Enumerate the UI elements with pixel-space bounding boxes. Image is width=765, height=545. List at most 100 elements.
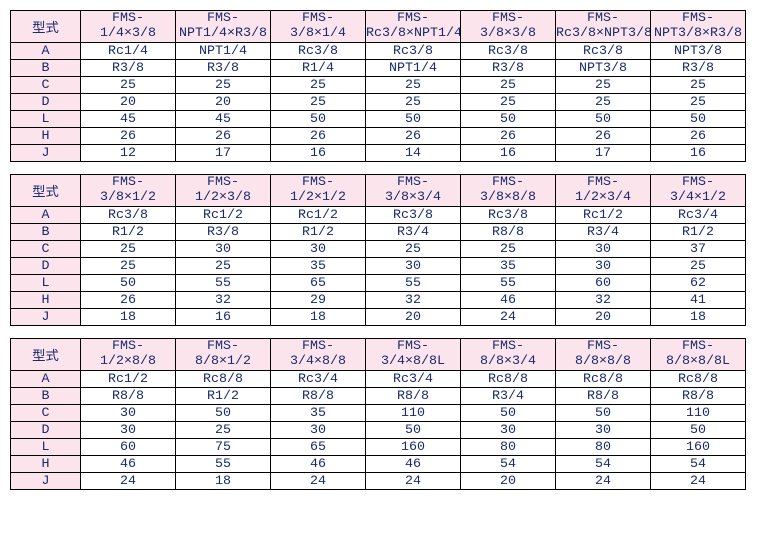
cell: 18 <box>271 309 366 326</box>
model-header-line2: Rc3/8×NPT3/8 <box>556 27 650 42</box>
row-label: A <box>11 371 81 388</box>
row-label: C <box>11 77 81 94</box>
cell: 50 <box>651 111 746 128</box>
cell: 24 <box>556 473 651 490</box>
model-header-line2: 3/4×8/8 <box>271 355 365 370</box>
model-header-line2: 1/2×1/2 <box>271 191 365 206</box>
table-row: L6075651608080160 <box>11 439 746 456</box>
cell: 55 <box>461 275 556 292</box>
model-header-line2: 1/2×3/8 <box>176 191 270 206</box>
model-header-line1: FMS- <box>651 12 745 27</box>
cell: R8/8 <box>461 224 556 241</box>
model-header-line2: 1/2×8/8 <box>81 355 175 370</box>
table-row: D30253050303050 <box>11 422 746 439</box>
cell: 45 <box>176 111 271 128</box>
cell: NPT1/4 <box>176 43 271 60</box>
model-header: FMS-8/8×8/8L <box>651 339 746 371</box>
cell: R3/4 <box>556 224 651 241</box>
model-header-line1: FMS- <box>271 12 365 27</box>
row-label: B <box>11 388 81 405</box>
model-header-line1: FMS- <box>461 176 555 191</box>
cell: 25 <box>461 77 556 94</box>
model-header-line1: FMS- <box>651 340 745 355</box>
model-header-line1: FMS- <box>271 176 365 191</box>
row-label: J <box>11 145 81 162</box>
model-header-line1: FMS- <box>81 176 175 191</box>
model-header-line2: NPT1/4×R3/8 <box>176 27 270 42</box>
cell: 54 <box>556 456 651 473</box>
model-header-line2: 8/8×8/8L <box>651 355 745 370</box>
cell: R8/8 <box>271 388 366 405</box>
corner-label: 型式 <box>11 11 81 43</box>
cell: 25 <box>271 77 366 94</box>
model-header-line2: 3/8×3/4 <box>366 191 460 206</box>
cell: 50 <box>366 111 461 128</box>
cell: 24 <box>651 473 746 490</box>
cell: R8/8 <box>556 388 651 405</box>
cell: 25 <box>651 77 746 94</box>
cell: 17 <box>176 145 271 162</box>
cell: 30 <box>176 241 271 258</box>
model-header-line2: 3/8×1/4 <box>271 27 365 42</box>
model-header-line1: FMS- <box>556 340 650 355</box>
cell: Rc8/8 <box>176 371 271 388</box>
model-header-line1: FMS- <box>271 340 365 355</box>
cell: Rc3/4 <box>271 371 366 388</box>
cell: 55 <box>176 275 271 292</box>
cell: R8/8 <box>81 388 176 405</box>
model-header: FMS-1/2×8/8 <box>81 339 176 371</box>
cell: R3/8 <box>461 60 556 77</box>
cell: 50 <box>651 422 746 439</box>
model-header-line2: 3/8×8/8 <box>461 191 555 206</box>
cell: NPT3/8 <box>556 60 651 77</box>
cell: 160 <box>366 439 461 456</box>
cell: 25 <box>651 258 746 275</box>
cell: 25 <box>556 77 651 94</box>
model-header: FMS-3/4×1/2 <box>651 175 746 207</box>
model-header-line1: FMS- <box>176 12 270 27</box>
cell: 50 <box>271 111 366 128</box>
model-header: FMS-1/2×3/8 <box>176 175 271 207</box>
model-header: FMS-1/2×3/4 <box>556 175 651 207</box>
cell: 50 <box>461 405 556 422</box>
row-label: D <box>11 258 81 275</box>
model-header: FMS-Rc3/8×NPT3/8 <box>556 11 651 43</box>
cell: 80 <box>461 439 556 456</box>
cell: 50 <box>556 405 651 422</box>
spec-table-2: 型式FMS-1/2×8/8FMS-8/8×1/2FMS-3/4×8/8FMS-3… <box>10 338 746 490</box>
cell: R3/8 <box>176 60 271 77</box>
cell: R1/2 <box>651 224 746 241</box>
cell: 30 <box>271 422 366 439</box>
model-header-line2: 1/4×3/8 <box>81 27 175 42</box>
cell: 54 <box>461 456 556 473</box>
model-header-line2: 3/8×1/2 <box>81 191 175 206</box>
corner-label: 型式 <box>11 175 81 207</box>
cell: R8/8 <box>366 388 461 405</box>
cell: 46 <box>366 456 461 473</box>
cell: 50 <box>176 405 271 422</box>
model-header: FMS-8/8×8/8 <box>556 339 651 371</box>
row-label: B <box>11 60 81 77</box>
row-label: C <box>11 241 81 258</box>
cell: 30 <box>556 258 651 275</box>
cell: 29 <box>271 292 366 309</box>
table-row: H26322932463241 <box>11 292 746 309</box>
cell: 25 <box>556 94 651 111</box>
cell: 18 <box>176 473 271 490</box>
row-label: A <box>11 207 81 224</box>
cell: 50 <box>366 422 461 439</box>
cell: 24 <box>366 473 461 490</box>
cell: 37 <box>651 241 746 258</box>
cell: 160 <box>651 439 746 456</box>
table-row: ARc1/4NPT1/4Rc3/8Rc3/8Rc3/8Rc3/8NPT3/8 <box>11 43 746 60</box>
cell: R1/2 <box>271 224 366 241</box>
cell: Rc3/8 <box>81 207 176 224</box>
cell: 30 <box>271 241 366 258</box>
row-label: B <box>11 224 81 241</box>
cell: R8/8 <box>651 388 746 405</box>
cell: 26 <box>81 292 176 309</box>
model-header-line2: 1/2×3/4 <box>556 191 650 206</box>
cell: 110 <box>651 405 746 422</box>
cell: 110 <box>366 405 461 422</box>
cell: 25 <box>366 77 461 94</box>
